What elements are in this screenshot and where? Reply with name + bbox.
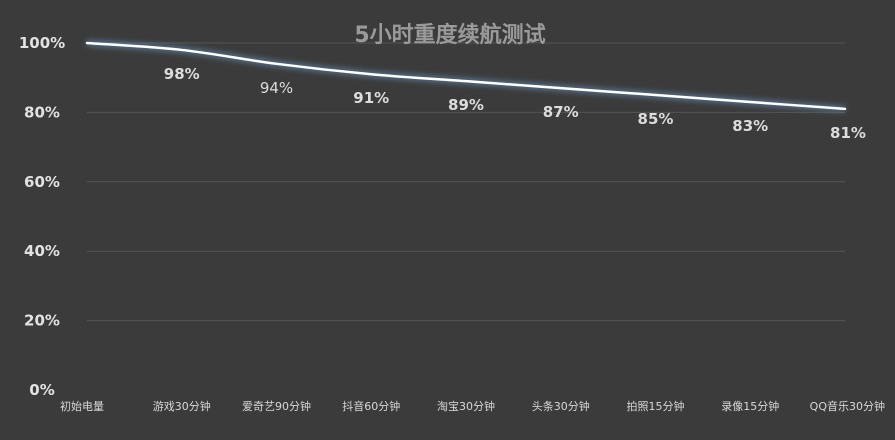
y-tick-label: 0% — [29, 381, 54, 399]
y-tick-label: 100% — [19, 34, 65, 52]
y-tick-label: 20% — [24, 312, 60, 330]
x-axis-ticks: 初始电量 游戏30分钟 爱奇艺90分钟 抖音60分钟 淘宝30分钟 头条30分钟 拍照15分… — [60, 399, 885, 413]
data-label: 87% — [543, 103, 579, 121]
x-tick-label: 淘宝30分钟 — [437, 399, 495, 413]
data-label: 83% — [732, 117, 768, 135]
data-label: 89% — [448, 96, 484, 114]
data-label: 81% — [830, 124, 866, 142]
data-label: 85% — [638, 110, 674, 128]
data-label: 94% — [260, 79, 293, 97]
y-tick-label: 40% — [24, 242, 60, 260]
x-tick-label: 爱奇艺90分钟 — [242, 399, 311, 413]
x-tick-label: 拍照15分钟 — [627, 399, 685, 413]
data-label: 91% — [353, 89, 389, 107]
series-line — [85, 40, 847, 112]
y-tick-label: 60% — [24, 173, 60, 191]
y-axis-ticks: 0% 20% 40% 60% 80% 100% — [19, 34, 65, 399]
gridlines — [87, 42, 845, 322]
x-tick-label: 初始电量 — [60, 399, 104, 413]
data-label: 98% — [164, 65, 200, 83]
x-tick-label: 游戏30分钟 — [153, 399, 211, 413]
series-line-path — [85, 41, 847, 111]
x-tick-label: QQ音乐30分钟 — [810, 399, 885, 413]
x-tick-label: 抖音60分钟 — [342, 399, 400, 413]
data-labels: 98% 94% 91% 89% 87% 85% 83% 81% — [164, 65, 866, 142]
x-tick-label: 录像15分钟 — [721, 399, 779, 413]
y-tick-label: 80% — [24, 103, 60, 121]
chart-title: 5小时重度续航测试 — [354, 22, 545, 48]
x-tick-label: 头条30分钟 — [532, 399, 590, 413]
